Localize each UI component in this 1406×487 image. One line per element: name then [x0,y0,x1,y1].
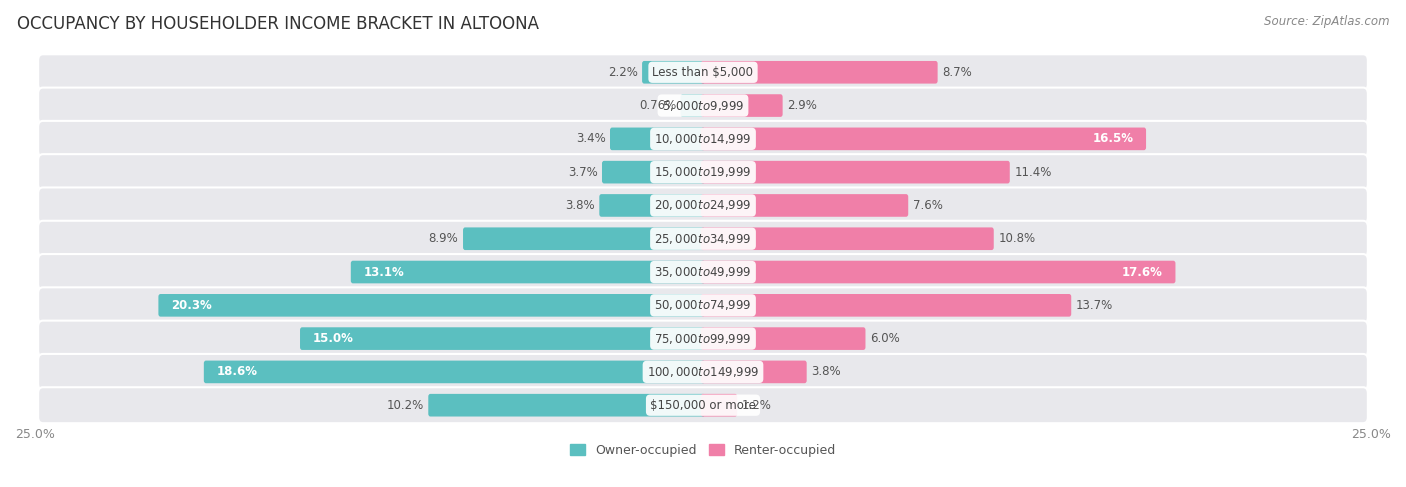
FancyBboxPatch shape [38,254,1368,290]
Text: 11.4%: 11.4% [1014,166,1052,179]
FancyBboxPatch shape [700,294,1071,317]
FancyBboxPatch shape [700,327,866,350]
FancyBboxPatch shape [38,187,1368,224]
FancyBboxPatch shape [700,360,807,383]
Text: 13.7%: 13.7% [1076,299,1114,312]
Text: 20.3%: 20.3% [172,299,212,312]
Text: $10,000 to $14,999: $10,000 to $14,999 [654,132,752,146]
FancyBboxPatch shape [700,128,1146,150]
FancyBboxPatch shape [700,227,994,250]
FancyBboxPatch shape [159,294,706,317]
Text: 10.8%: 10.8% [998,232,1035,245]
FancyBboxPatch shape [429,394,706,416]
FancyBboxPatch shape [204,360,706,383]
Text: Less than $5,000: Less than $5,000 [652,66,754,79]
FancyBboxPatch shape [700,194,908,217]
Text: $75,000 to $99,999: $75,000 to $99,999 [654,332,752,346]
FancyBboxPatch shape [38,354,1368,390]
FancyBboxPatch shape [38,54,1368,90]
Text: 0.76%: 0.76% [638,99,676,112]
FancyBboxPatch shape [38,121,1368,157]
FancyBboxPatch shape [38,154,1368,190]
Text: Source: ZipAtlas.com: Source: ZipAtlas.com [1264,15,1389,28]
FancyBboxPatch shape [463,227,706,250]
Text: 10.2%: 10.2% [387,399,423,412]
FancyBboxPatch shape [700,394,737,416]
FancyBboxPatch shape [38,387,1368,423]
Text: 2.9%: 2.9% [787,99,817,112]
Text: 3.8%: 3.8% [811,365,841,378]
FancyBboxPatch shape [38,320,1368,356]
Text: $50,000 to $74,999: $50,000 to $74,999 [654,299,752,312]
Legend: Owner-occupied, Renter-occupied: Owner-occupied, Renter-occupied [565,439,841,462]
Text: 3.4%: 3.4% [575,132,606,145]
FancyBboxPatch shape [700,261,1175,283]
FancyBboxPatch shape [643,61,706,84]
Text: 16.5%: 16.5% [1092,132,1133,145]
Text: 6.0%: 6.0% [870,332,900,345]
Text: 2.2%: 2.2% [607,66,637,79]
FancyBboxPatch shape [602,161,706,184]
Text: 8.9%: 8.9% [429,232,458,245]
FancyBboxPatch shape [700,61,938,84]
FancyBboxPatch shape [352,261,706,283]
FancyBboxPatch shape [681,94,706,117]
FancyBboxPatch shape [599,194,706,217]
Text: $15,000 to $19,999: $15,000 to $19,999 [654,165,752,179]
Text: 13.1%: 13.1% [364,265,405,279]
Text: 3.7%: 3.7% [568,166,598,179]
Text: $150,000 or more: $150,000 or more [650,399,756,412]
FancyBboxPatch shape [610,128,706,150]
Text: 17.6%: 17.6% [1122,265,1163,279]
Text: $25,000 to $34,999: $25,000 to $34,999 [654,232,752,246]
Text: OCCUPANCY BY HOUSEHOLDER INCOME BRACKET IN ALTOONA: OCCUPANCY BY HOUSEHOLDER INCOME BRACKET … [17,15,538,33]
Text: $100,000 to $149,999: $100,000 to $149,999 [647,365,759,379]
FancyBboxPatch shape [38,88,1368,124]
FancyBboxPatch shape [38,287,1368,323]
Text: 3.8%: 3.8% [565,199,595,212]
Text: 18.6%: 18.6% [217,365,257,378]
Text: 1.2%: 1.2% [742,399,772,412]
Text: $35,000 to $49,999: $35,000 to $49,999 [654,265,752,279]
FancyBboxPatch shape [38,221,1368,257]
Text: 8.7%: 8.7% [942,66,972,79]
Text: 15.0%: 15.0% [314,332,354,345]
Text: 7.6%: 7.6% [912,199,942,212]
Text: $5,000 to $9,999: $5,000 to $9,999 [662,98,744,112]
Text: $20,000 to $24,999: $20,000 to $24,999 [654,198,752,212]
FancyBboxPatch shape [700,161,1010,184]
FancyBboxPatch shape [299,327,706,350]
FancyBboxPatch shape [700,94,783,117]
